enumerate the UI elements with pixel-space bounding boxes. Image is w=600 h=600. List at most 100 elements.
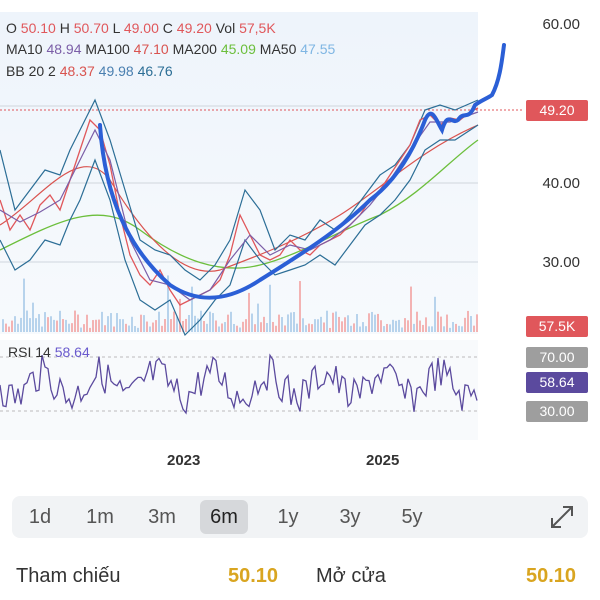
volume-bar bbox=[8, 326, 10, 332]
tab-1y[interactable]: 1y bbox=[277, 506, 299, 528]
volume-bar bbox=[122, 319, 124, 332]
volume-bar bbox=[425, 317, 427, 332]
year-label: 2023 bbox=[167, 452, 201, 469]
volume-bar bbox=[386, 323, 388, 332]
volume-bar bbox=[293, 312, 295, 332]
ma10-line bbox=[0, 111, 479, 301]
volume-bar bbox=[314, 319, 316, 332]
volume-bar bbox=[110, 313, 112, 332]
volume-label: Vol bbox=[215, 20, 236, 36]
chart-canvas[interactable] bbox=[0, 0, 600, 480]
volume-bar bbox=[353, 323, 355, 332]
volume-bar bbox=[326, 310, 328, 332]
volume-bar bbox=[68, 323, 70, 332]
volume-bar bbox=[446, 314, 448, 332]
volume-bar bbox=[2, 319, 4, 332]
volume-bar bbox=[107, 316, 109, 332]
tab-1d[interactable]: 1d bbox=[28, 506, 52, 528]
volume-bar bbox=[404, 318, 406, 332]
ma50-value: 47.55 bbox=[300, 41, 336, 57]
chart-area[interactable]: O 50.10 H 50.70 L 49.00 C 49.20 Vol 57,5… bbox=[0, 0, 600, 480]
volume-bar bbox=[422, 324, 424, 332]
rsi-low-badge: 30.00 bbox=[526, 401, 588, 422]
tab-6m[interactable]: 6m bbox=[200, 500, 248, 534]
volume-bar bbox=[125, 323, 127, 332]
volume-bar bbox=[431, 326, 433, 332]
volume-bar bbox=[257, 303, 259, 332]
volume-bar bbox=[179, 298, 181, 332]
volume-bar bbox=[44, 312, 46, 332]
volume-bar bbox=[38, 314, 40, 332]
volume-bar bbox=[164, 319, 166, 332]
volume-bar bbox=[377, 313, 379, 332]
volume-bar bbox=[218, 326, 220, 332]
volume-bar bbox=[296, 323, 298, 332]
tab-3m[interactable]: 3m bbox=[148, 506, 176, 528]
volume-bar bbox=[329, 327, 331, 332]
volume-bar bbox=[302, 318, 304, 332]
volume-bar bbox=[146, 321, 148, 332]
volume-bar bbox=[95, 319, 97, 332]
reference-price-label: Tham chiếu bbox=[16, 565, 121, 587]
volume-bar bbox=[224, 322, 226, 332]
volume-bar bbox=[383, 326, 385, 332]
volume-bar bbox=[140, 314, 142, 332]
volume-bar bbox=[251, 313, 253, 332]
volume-bar bbox=[311, 324, 313, 332]
volume-bar bbox=[266, 323, 268, 332]
volume-bar bbox=[305, 325, 307, 332]
volume-bar bbox=[416, 311, 418, 332]
volume-bar bbox=[209, 311, 211, 332]
volume-value: 57,5K bbox=[239, 20, 276, 36]
ma100-label: MA100 bbox=[85, 41, 130, 57]
rsi-high-badge: 70.00 bbox=[526, 347, 588, 368]
volume-bar bbox=[155, 320, 157, 332]
volume-bar bbox=[65, 319, 67, 332]
volume-bar bbox=[242, 321, 244, 332]
ma10-label: MA10 bbox=[6, 41, 43, 57]
volume-bar bbox=[77, 314, 79, 332]
volume-bar bbox=[116, 313, 118, 332]
volume-bar bbox=[56, 320, 58, 332]
volume-bar bbox=[308, 323, 310, 332]
volume-bar bbox=[278, 314, 280, 332]
bollinger-upper bbox=[0, 98, 479, 281]
volume-bar bbox=[113, 326, 115, 332]
low-label: L bbox=[112, 20, 120, 36]
rsi-value-badge: 58.64 bbox=[526, 372, 588, 393]
volume-bar bbox=[299, 281, 301, 332]
expand-icon[interactable] bbox=[548, 503, 576, 531]
volume-bar bbox=[290, 312, 292, 332]
tab-1m[interactable]: 1m bbox=[86, 506, 114, 528]
ma50-label: MA50 bbox=[259, 41, 297, 57]
volume-bar bbox=[182, 320, 184, 332]
volume-bar bbox=[287, 314, 289, 332]
volume-bar bbox=[443, 326, 445, 332]
rsi-legend: RSI 14 58.64 bbox=[8, 344, 90, 360]
tab-3y[interactable]: 3y bbox=[339, 506, 361, 528]
ma100-value: 47.10 bbox=[133, 41, 169, 57]
volume-bar bbox=[119, 319, 121, 332]
volume-bar bbox=[320, 316, 322, 332]
price-tick: 60.00 bbox=[542, 16, 580, 33]
volume-bar bbox=[413, 323, 415, 332]
volume-bar bbox=[437, 311, 439, 332]
volume-bar bbox=[230, 311, 232, 332]
volume-bar bbox=[59, 310, 61, 332]
volume-bar bbox=[32, 302, 34, 332]
tab-5y[interactable]: 5y bbox=[401, 506, 423, 528]
volume-bar bbox=[206, 323, 208, 332]
volume-bar bbox=[194, 315, 196, 332]
volume-bar bbox=[236, 325, 238, 332]
volume-bar bbox=[263, 316, 265, 332]
volume-bar bbox=[35, 318, 37, 332]
volume-bar bbox=[161, 325, 163, 332]
volume-bar bbox=[398, 319, 400, 332]
bb-label: BB 20 2 bbox=[6, 63, 56, 79]
volume-bar bbox=[428, 326, 430, 332]
volume-bar bbox=[143, 315, 145, 332]
volume-bar bbox=[356, 314, 358, 332]
bb-legend: BB 20 2 48.37 49.98 46.76 bbox=[6, 62, 173, 80]
volume-bar bbox=[344, 317, 346, 332]
volume-bar bbox=[464, 317, 466, 332]
